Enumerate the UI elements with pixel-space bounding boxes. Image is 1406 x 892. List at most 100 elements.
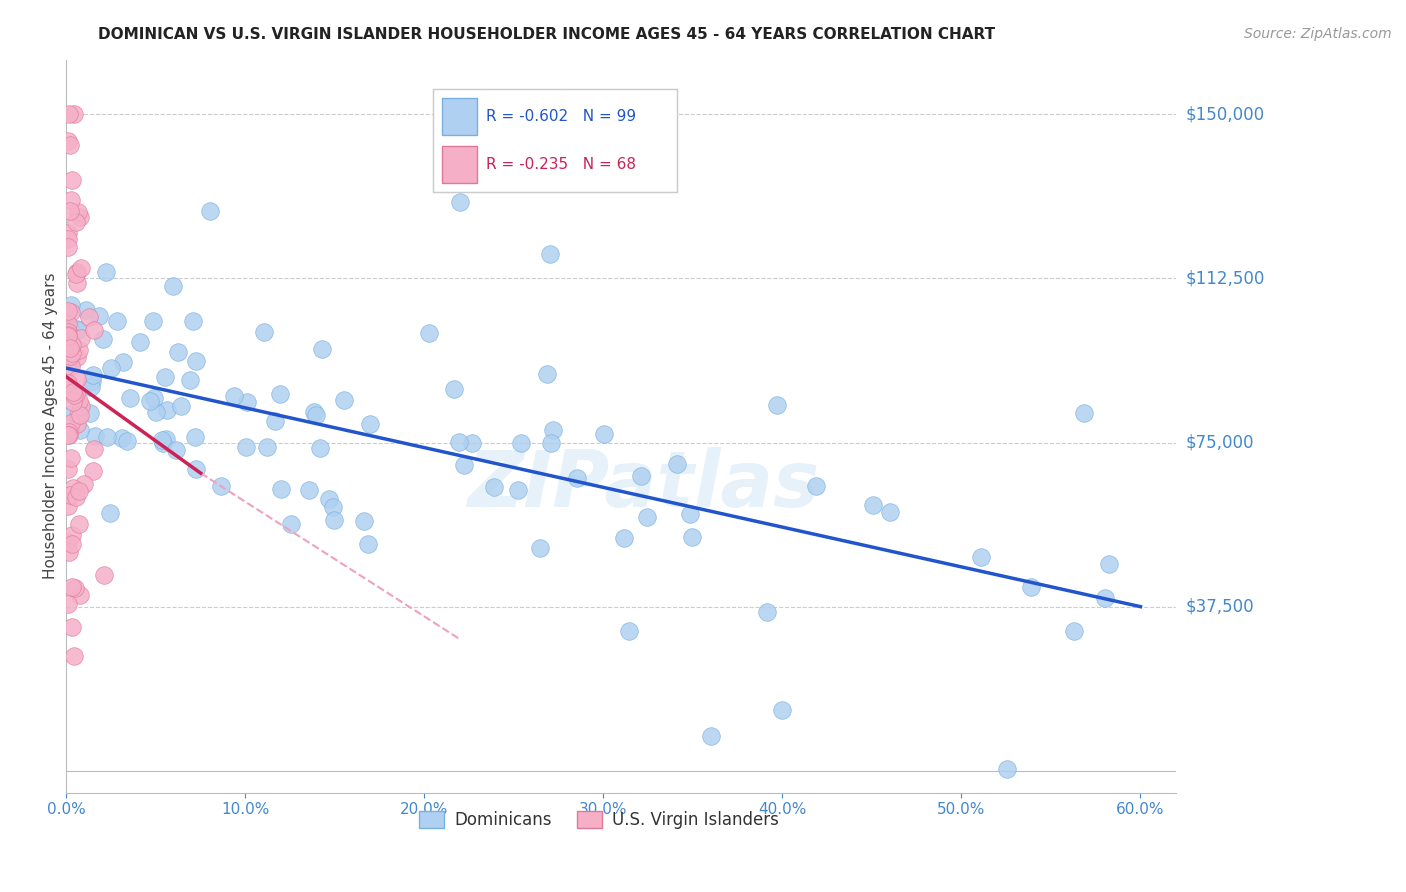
Point: [58, 304, 80, 318]
Y-axis label: Householder Income Ages 45 - 64 years: Householder Income Ages 45 - 64 years: [44, 273, 58, 580]
Point: [305, 409, 328, 423]
Point: [66, 408, 89, 422]
Point: [756, 606, 779, 620]
Point: [58, 376, 80, 390]
Point: [529, 541, 551, 555]
Point: [332, 393, 354, 408]
Point: [209, 479, 232, 493]
Point: [322, 500, 344, 515]
Point: [766, 398, 789, 412]
Point: [1063, 624, 1085, 638]
Point: [636, 510, 658, 524]
Point: [60, 173, 83, 187]
Point: [65, 214, 87, 228]
Point: [66, 265, 89, 279]
Point: [60, 338, 83, 352]
Point: [152, 436, 174, 450]
Point: [143, 391, 166, 405]
Point: [256, 440, 278, 454]
Point: [70, 260, 93, 275]
Point: [91, 332, 114, 346]
Point: [111, 355, 134, 369]
Point: [179, 373, 201, 387]
Point: [323, 513, 346, 527]
Point: [253, 325, 276, 339]
Point: [60, 354, 83, 368]
Point: [772, 702, 794, 716]
Point: [59, 322, 82, 336]
Point: [59, 488, 82, 502]
Point: [62, 406, 84, 420]
Point: [58, 461, 80, 475]
Point: [862, 499, 884, 513]
Point: [67, 516, 90, 531]
Point: [538, 247, 561, 261]
Point: [1097, 557, 1119, 571]
Point: [67, 394, 90, 409]
Point: [58, 545, 80, 559]
Text: DOMINICAN VS U.S. VIRGIN ISLANDER HOUSEHOLDER INCOME AGES 45 - 64 YEARS CORRELAT: DOMINICAN VS U.S. VIRGIN ISLANDER HOUSEH…: [98, 27, 995, 42]
Point: [59, 359, 82, 373]
Text: $150,000: $150,000: [1185, 105, 1264, 123]
Point: [62, 384, 84, 399]
Point: [536, 368, 558, 382]
Legend: Dominicans, U.S. Virgin Islanders: Dominicans, U.S. Virgin Islanders: [413, 804, 786, 836]
Point: [447, 435, 470, 450]
Point: [59, 350, 82, 364]
Point: [60, 528, 83, 542]
Point: [75, 303, 97, 318]
Point: [59, 334, 82, 349]
Point: [181, 314, 204, 328]
Point: [508, 483, 530, 497]
Point: [65, 387, 87, 401]
Point: [80, 380, 103, 394]
Point: [69, 408, 91, 422]
Point: [170, 400, 193, 414]
Point: [184, 430, 207, 444]
Point: [59, 341, 82, 355]
Point: [93, 568, 115, 582]
Point: [565, 471, 588, 485]
Point: [297, 483, 319, 498]
Point: [453, 458, 475, 472]
Point: [59, 304, 82, 318]
Point: [67, 484, 90, 499]
Point: [142, 314, 165, 328]
Point: [63, 388, 86, 402]
Point: [65, 417, 87, 432]
Point: [65, 267, 87, 281]
Point: [593, 427, 616, 442]
Point: [98, 506, 121, 520]
Point: [115, 434, 138, 449]
Point: [87, 310, 110, 324]
Point: [69, 423, 91, 437]
Point: [460, 435, 482, 450]
Point: [302, 405, 325, 419]
Point: [83, 322, 105, 336]
Point: [630, 469, 652, 483]
Point: [59, 137, 82, 152]
Point: [58, 427, 80, 442]
Point: [66, 276, 89, 290]
Text: ZIPatlas: ZIPatlas: [467, 447, 820, 523]
Point: [443, 382, 465, 396]
Point: [235, 440, 257, 454]
Point: [62, 649, 84, 664]
Point: [510, 436, 533, 450]
Text: $37,500: $37,500: [1185, 598, 1254, 615]
Point: [67, 323, 90, 337]
Point: [156, 403, 179, 417]
Point: [995, 762, 1018, 776]
Point: [1073, 406, 1095, 420]
Point: [681, 530, 703, 544]
Point: [66, 351, 89, 365]
Point: [484, 480, 506, 494]
Point: [318, 492, 340, 507]
Text: $112,500: $112,500: [1185, 269, 1264, 287]
Point: [617, 624, 640, 638]
Point: [66, 372, 89, 386]
Point: [58, 327, 80, 342]
Point: [62, 395, 84, 409]
Point: [58, 499, 80, 513]
Point: [155, 432, 177, 446]
